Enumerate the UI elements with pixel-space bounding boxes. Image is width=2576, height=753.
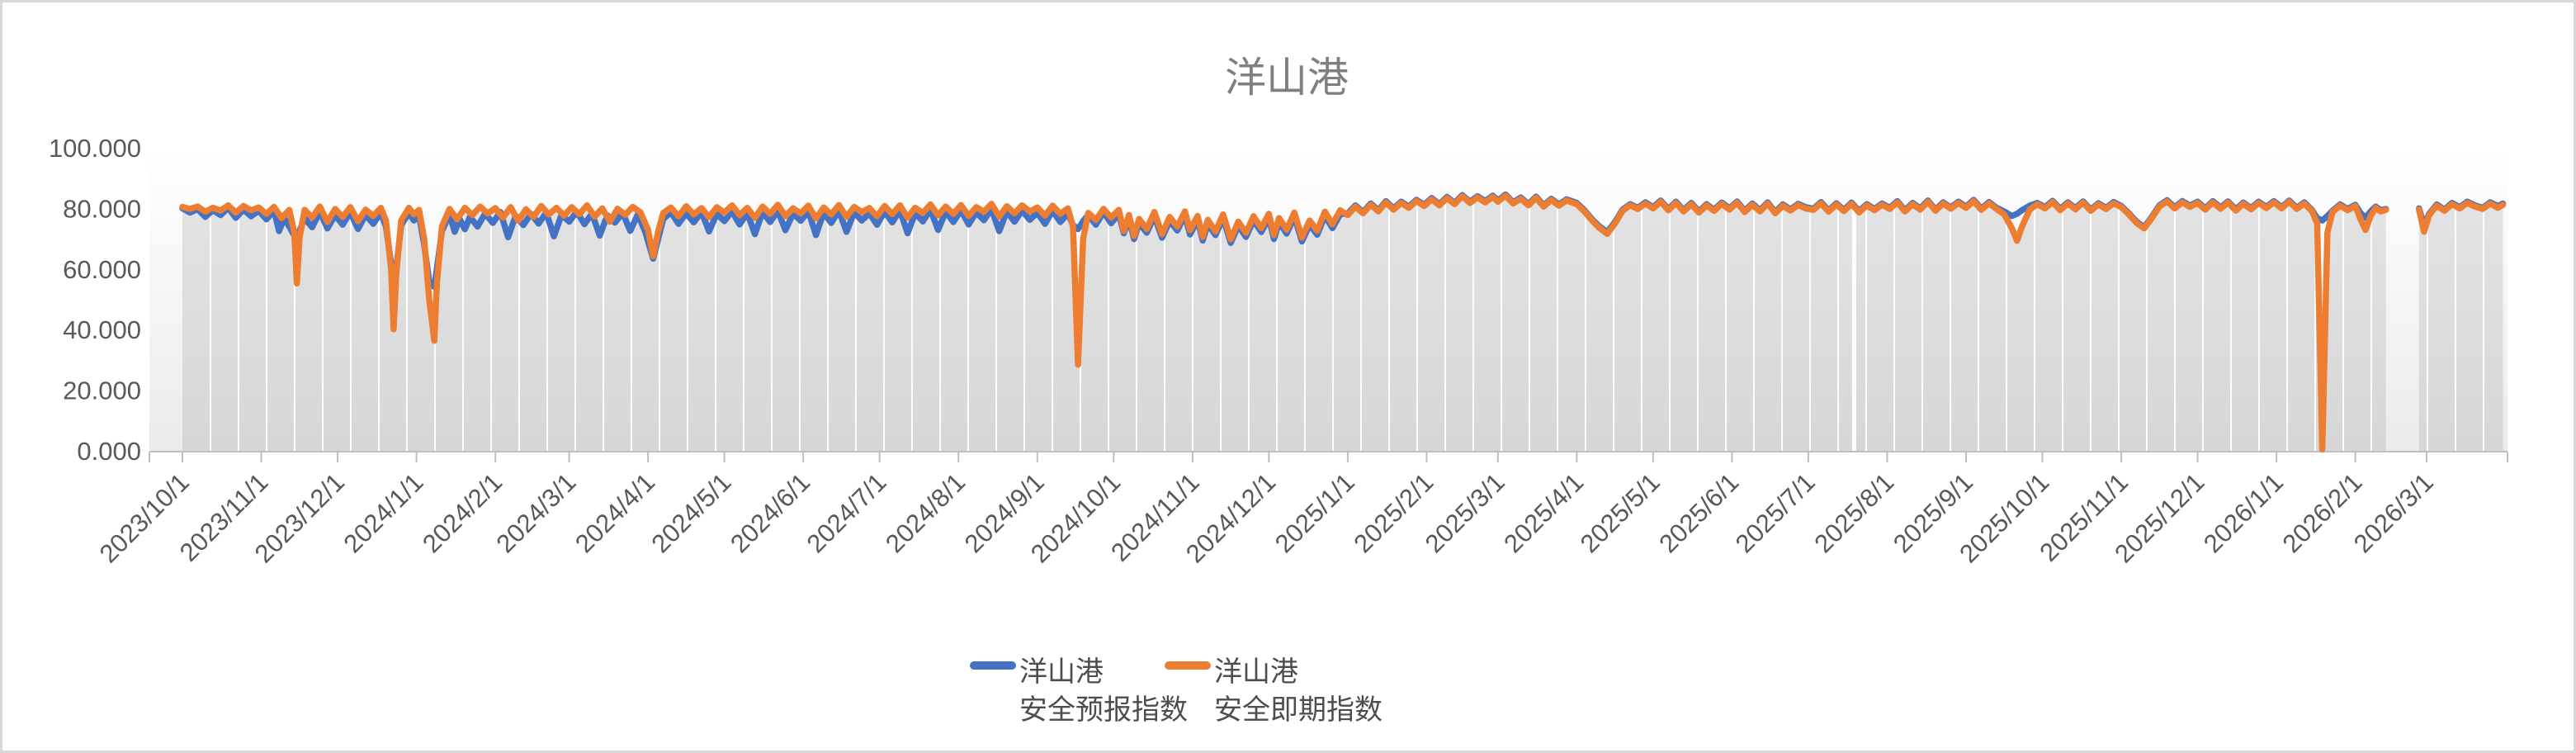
legend: 洋山港 安全预报指数 洋山港 安全即期指数: [970, 656, 1383, 726]
y-axis-label: 60.000: [63, 255, 141, 284]
legend-item-spot: 洋山港 安全即期指数: [1165, 656, 1383, 726]
legend-swatch-spot: [1165, 661, 1211, 670]
x-axis-label: 2025/4/1: [1498, 467, 1589, 558]
x-axis-label: 2024/1/1: [338, 467, 428, 558]
x-axis-label: 2026/1/1: [2198, 467, 2289, 558]
plot-area: 0.000 20.000 40.000 60.000 80.000 100.000 2023…: [49, 134, 2508, 568]
x-axis-label: 2025/8/1: [1808, 467, 1899, 558]
x-axis-label: 2025/5/1: [1575, 467, 1666, 558]
y-axis-label: 0.000: [77, 437, 141, 466]
legend-label-spot-line1: 洋山港: [1214, 656, 1298, 688]
x-axis-label: 2026/3/1: [2348, 467, 2439, 558]
y-axis-label: 80.000: [63, 194, 141, 223]
x-axis-label: 2025/1/1: [1269, 467, 1360, 558]
legend-label-forecast-line2: 安全预报指数: [1019, 694, 1188, 726]
legend-swatch-forecast: [970, 661, 1016, 670]
legend-label-forecast-line1: 洋山港: [1019, 656, 1104, 688]
x-axis: [149, 451, 2508, 462]
x-axis-label: 2024/7/1: [801, 467, 892, 558]
x-axis-label: 2025/7/1: [1730, 467, 1821, 558]
x-axis-label: 2024/3/1: [490, 467, 581, 558]
x-axis-label: 2024/5/1: [646, 467, 737, 558]
y-axis-label: 20.000: [63, 376, 141, 405]
y-axis-label: 100.000: [49, 134, 141, 163]
x-axis-label: 2025/6/1: [1653, 467, 1744, 558]
series-line-spot: [179, 192, 2507, 452]
legend-label-spot-line2: 安全即期指数: [1214, 694, 1383, 726]
x-axis-labels: 2023/10/12023/11/12023/12/12024/1/12024/…: [94, 467, 2439, 568]
chart-title: 洋山港: [1225, 54, 1349, 101]
y-axis-labels: 0.000 20.000 40.000 60.000 80.000 100.000: [49, 134, 141, 466]
y-axis-label: 40.000: [63, 315, 141, 344]
x-axis-label: 2025/3/1: [1420, 467, 1510, 558]
x-axis-label: 2024/4/1: [570, 467, 660, 558]
area-fill: [182, 196, 2503, 451]
x-axis-label: 2024/6/1: [725, 467, 815, 558]
legend-item-forecast: 洋山港 安全预报指数: [970, 656, 1188, 726]
x-axis-label: 2024/8/1: [880, 467, 971, 558]
x-axis-label: 2024/2/1: [417, 467, 508, 558]
